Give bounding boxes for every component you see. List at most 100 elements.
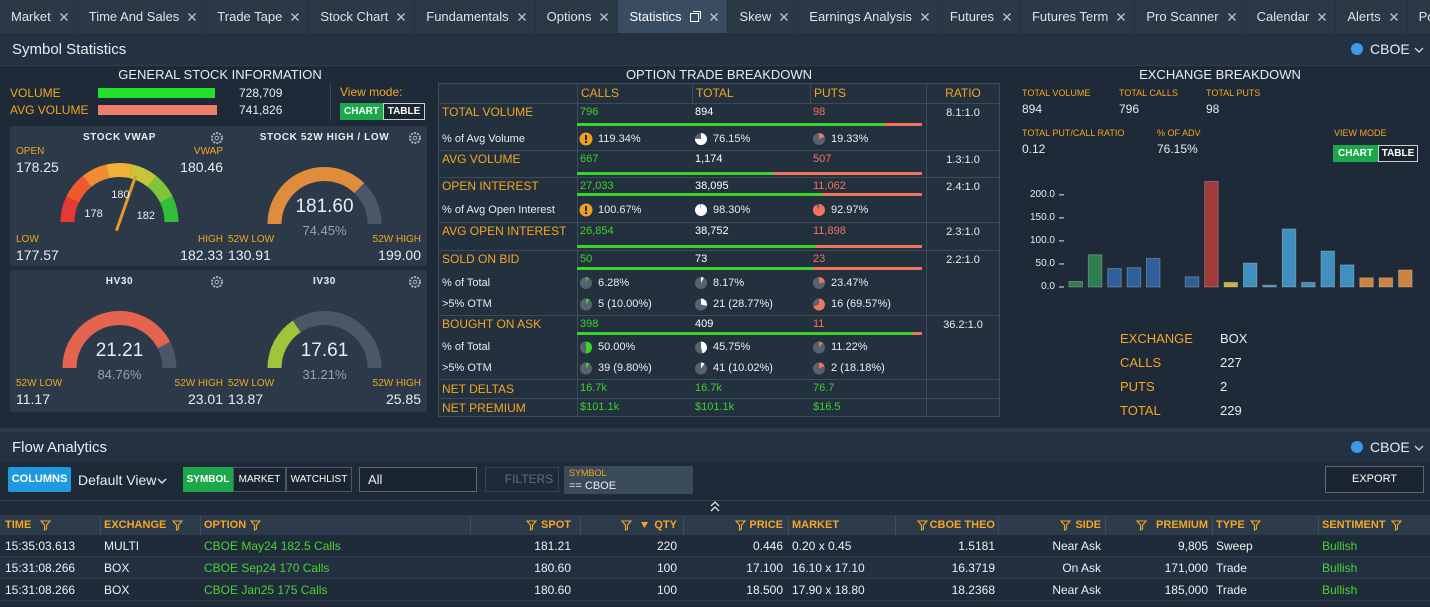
close-icon[interactable] [780,13,788,21]
column-header[interactable]: SIDE [1006,517,1101,534]
tab[interactable]: Options [536,0,618,33]
button[interactable]: TABLE [1378,145,1418,162]
ratio-value: 2.4:1.0 [928,179,998,196]
cell-value: 92.97% [831,202,1151,219]
close-icon[interactable] [60,13,68,21]
tab-label: Futures [950,9,994,24]
tab-label: Options [547,9,592,24]
column-header[interactable]: OPTION [204,517,299,534]
tab[interactable]: Trade Tape [206,0,308,33]
label: 2 [1220,377,1430,396]
tab[interactable]: Time And Sales [78,0,206,33]
close-icon[interactable] [397,13,405,21]
cell-value: 11.22% [831,339,1151,356]
close-icon[interactable] [518,13,526,21]
gauge-tick-label: 182 [126,208,166,225]
button[interactable]: All [359,467,477,492]
label: BOX [1220,329,1430,348]
cell-value: 23.47% [831,275,1151,292]
section-title: Symbol Statistics [12,39,332,60]
close-icon[interactable] [291,13,299,21]
exchange-selector[interactable]: CBOE [1370,437,1430,457]
tab[interactable]: Fundamentals [415,0,534,33]
tab-label: Fundamentals [426,9,508,24]
close-icon[interactable] [1003,13,1011,21]
gauge-tick-label: 180 [100,187,140,204]
label: 229 [1220,401,1430,420]
exchange-selector[interactable]: CBOE [1370,39,1430,59]
tab-label: Market [11,9,51,24]
panel-title: GENERAL STOCK INFORMATION [60,65,380,84]
column-header[interactable]: CBOE THEO [900,517,995,534]
button[interactable]: CHART [340,103,383,120]
close-icon[interactable] [710,13,718,21]
table-cell: 9,805 [1028,537,1208,555]
popout-frame [691,14,699,22]
tab-label: Trade Tape [217,9,282,24]
close-cross [921,13,928,20]
button[interactable]: WATCHLIST [286,467,352,492]
close-cross [711,13,718,20]
tab[interactable]: Stock Chart [309,0,414,33]
tab[interactable]: Positions [1408,0,1430,33]
close-icon[interactable] [188,13,196,21]
column-header[interactable]: MARKET [792,517,887,534]
button[interactable]: SYMBOL [183,467,233,492]
y-tick-label: 150.0 [1005,210,1055,226]
close-cross [189,13,196,20]
close-icon[interactable] [1117,13,1125,21]
column-header[interactable]: TIME [5,517,100,534]
tab[interactable]: Alerts [1336,0,1406,33]
close-icon[interactable] [1390,13,1398,21]
tab[interactable]: Futures Term [1021,0,1134,33]
close-icon[interactable] [921,13,929,21]
table-cell: 0.446 [603,537,783,555]
column-header[interactable]: SENTIMENT [1322,517,1417,534]
close-icon[interactable] [600,13,608,21]
column-header[interactable]: EXCHANGE [104,517,199,534]
tab[interactable]: Skew [728,0,797,33]
tab-label: Positions [1419,9,1430,24]
close-icon[interactable] [1228,13,1236,21]
button[interactable]: CHART [1333,145,1378,162]
tab[interactable]: Market [0,0,77,33]
close-icon[interactable] [1318,13,1326,21]
close-cross [1228,13,1235,20]
tab[interactable]: Pro Scanner [1135,0,1244,33]
tab[interactable]: Earnings Analysis [798,0,938,33]
close-cross [1319,13,1326,20]
button[interactable]: MARKET [233,467,286,492]
tab[interactable]: Statistics [618,0,727,33]
gauge-value: 181.60 [165,194,485,219]
button[interactable]: EXPORT [1325,466,1424,493]
tab[interactable]: Calendar [1246,0,1336,33]
close-cross [1118,13,1125,20]
popout-icon[interactable] [690,11,701,22]
tab[interactable]: Futures [939,0,1020,33]
ratio-value: 1.3:1.0 [928,152,998,169]
column-header[interactable]: SPOT [476,517,571,534]
button[interactable]: COLUMNS [8,467,71,492]
column-header[interactable]: QTY [582,517,677,534]
label: 180.46 [0,157,223,177]
ratio-value: 2.3:1.0 [928,224,998,241]
close-cross [781,13,788,20]
gauge-tick-label: 178 [74,206,114,223]
column-header[interactable]: PRICE [688,517,783,534]
table-cell: CBOE Sep24 170 Calls [204,559,384,577]
button[interactable]: TABLE [383,103,425,120]
column-header[interactable]: PREMIUM [1113,517,1208,534]
button[interactable]: FILTERS [485,467,559,492]
cell-value: 16 (69.57%) [831,296,1151,313]
tab-bar: Market Time And Sales Trade Tape Stock Char… [0,0,1430,33]
label: VIEW MODE [1334,126,1430,141]
column-header[interactable]: TYPE [1216,517,1311,534]
table-cell: Bullish [1322,537,1430,555]
popout-frame [693,12,701,20]
close-cross [1003,13,1010,20]
label: TOTAL PUTS [1206,86,1430,101]
close-cross [518,13,525,20]
ratio-value: 36.2:1.0 [928,317,998,334]
ratio-value: 8.1:1.0 [928,105,998,122]
